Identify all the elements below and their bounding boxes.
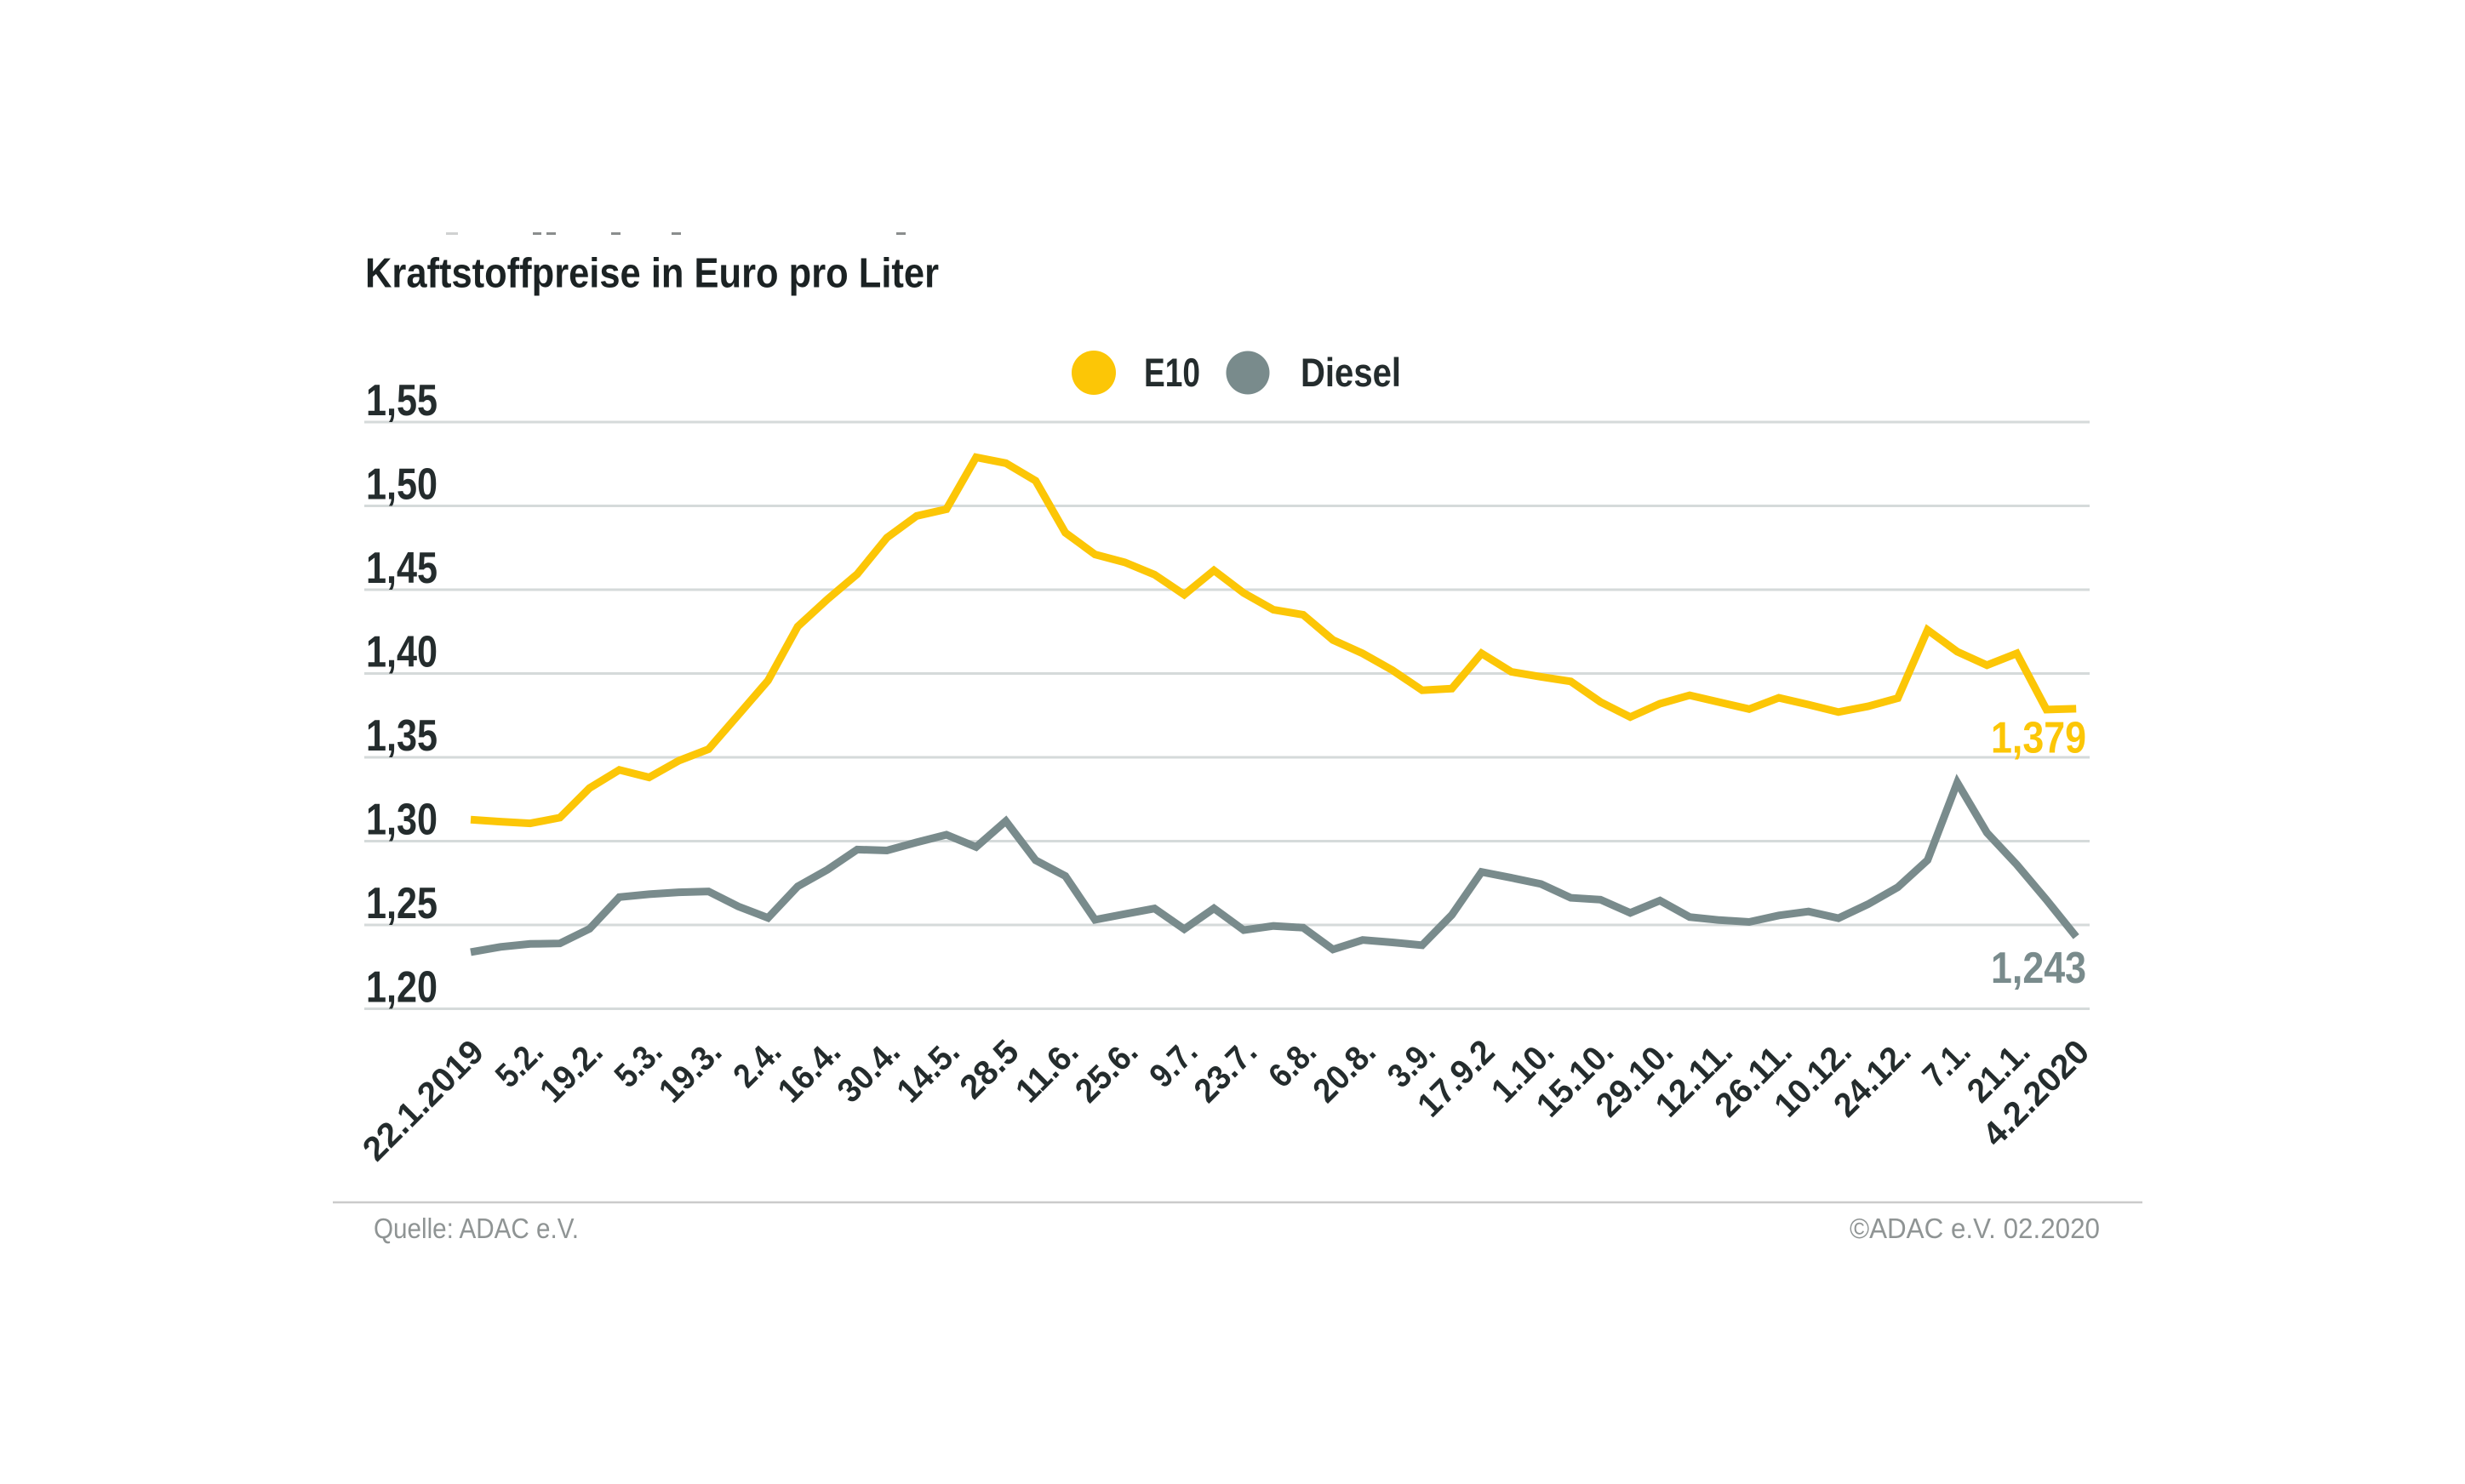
svg-text:1,30: 1,30	[366, 796, 438, 845]
svg-text:©ADAC e.V. 02.2020: ©ADAC e.V. 02.2020	[1850, 1213, 2100, 1244]
svg-text:E10: E10	[1144, 350, 1200, 395]
svg-text:Diesel: Diesel	[1301, 350, 1401, 395]
svg-text:1,25: 1,25	[366, 879, 438, 928]
svg-text:1,379: 1,379	[1991, 714, 2086, 763]
svg-text:1,35: 1,35	[366, 711, 438, 761]
svg-text:1,55: 1,55	[366, 376, 438, 425]
svg-text:1,45: 1,45	[366, 544, 438, 593]
svg-text:Quelle: ADAC e.V.: Quelle: ADAC e.V.	[374, 1213, 579, 1244]
svg-text:Kraftstoffpreise in Euro pro L: Kraftstoffpreise in Euro pro Liter	[365, 251, 939, 297]
svg-text:1,50: 1,50	[366, 460, 438, 510]
svg-text:1,40: 1,40	[366, 628, 438, 677]
svg-text:1,20: 1,20	[366, 963, 438, 1013]
svg-text:1,243: 1,243	[1991, 944, 2086, 993]
